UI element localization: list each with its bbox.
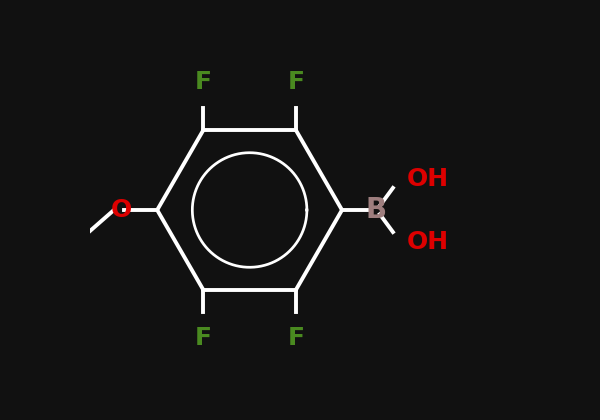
Text: OH: OH [407,166,449,191]
Text: F: F [287,70,304,94]
Text: O: O [111,198,132,222]
Text: B: B [365,196,386,224]
Text: F: F [195,326,212,350]
Text: F: F [195,70,212,94]
Text: F: F [287,326,304,350]
Text: OH: OH [407,229,449,254]
